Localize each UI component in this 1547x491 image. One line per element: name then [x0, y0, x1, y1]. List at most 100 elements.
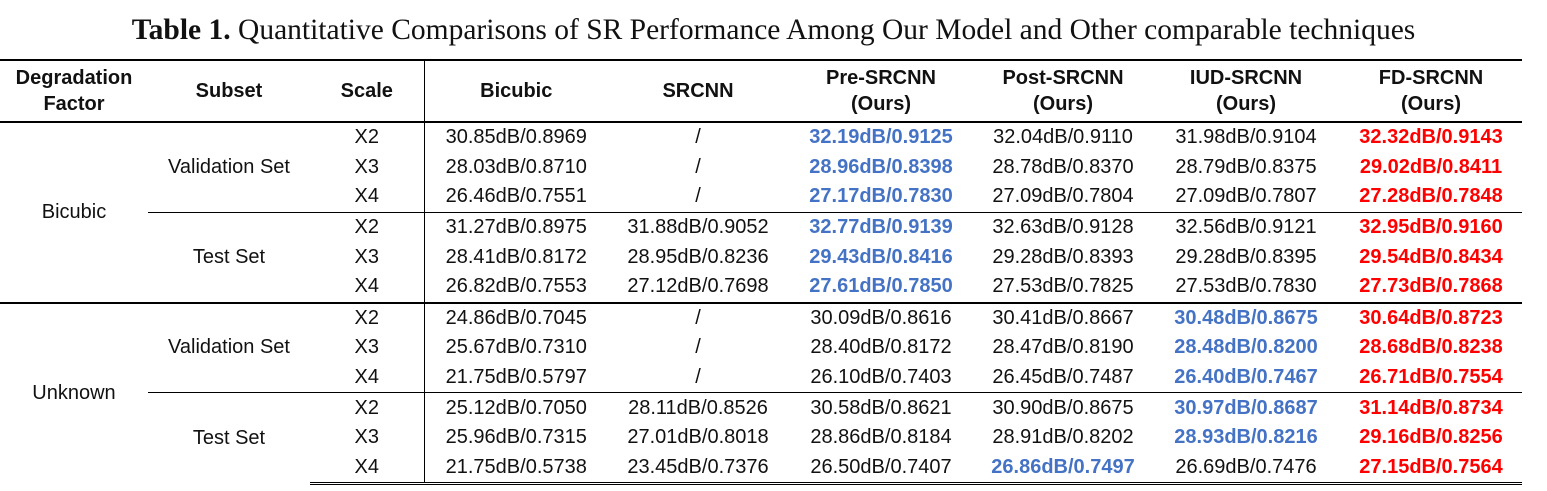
table-row: X3 25.67dB/0.7310 / 28.40dB/0.8172 28.47dB/0… — [0, 333, 1522, 363]
col-header-scale: Scale — [310, 59, 424, 123]
metric-cell: 27.12dB/0.7698 — [627, 275, 769, 298]
metric-cell: 28.68dB/0.8238 — [1359, 336, 1503, 359]
scale-cell: X2 — [354, 126, 379, 149]
metric-cell: 27.17dB/0.7830 — [809, 185, 953, 208]
table-row: X3 28.41dB/0.8172 28.95dB/0.8236 29.43dB/0.… — [0, 242, 1522, 272]
metric-cell: 21.75dB/0.5797 — [423, 362, 608, 393]
table-row: Unknown Validation Set X2 24.86dB/0.7045/30… — [0, 301, 1522, 484]
metric-cell: 27.53dB/0.7830 — [1175, 275, 1317, 298]
degradation-factor-cell: Unknown — [0, 301, 148, 484]
table-row: X4 21.75dB/0.5797 / 26.10dB/0.7403 26.45dB/0… — [0, 362, 1522, 393]
metric-cell: 31.27dB/0.8975 — [423, 211, 608, 243]
metric-cell: 28.41dB/0.8172 — [423, 242, 608, 272]
col-header-iud-srcnn: IUD-SRCNN (Ours) — [1152, 59, 1340, 123]
metric-cell: 32.56dB/0.9121 — [1152, 211, 1340, 243]
table-row: Test Set X2 25.12dB/0.7050 28.11dB/0.8526 30… — [0, 392, 1522, 484]
table-row: X3 28.03dB/0.8710 / 28.96dB/0.8398 28.78dB/0… — [0, 152, 1522, 183]
metric-cell: 32.95dB/0.9160 — [1340, 211, 1522, 243]
table-caption: Table 1. Quantitative Comparisons of SR … — [0, 12, 1547, 48]
metric-cell: 28.79dB/0.8375 — [1175, 155, 1317, 178]
metric-cell: 29.54dB/0.8434 — [1359, 245, 1503, 268]
degradation-factor-cell: Bicubic — [41, 200, 107, 223]
header-row: Degradation Factor Subset Scale Bicubic S… — [0, 59, 1522, 123]
metric-cell: 28.96dB/0.8398 — [809, 155, 953, 178]
metric-cell: 26.45dB/0.7487 — [992, 366, 1134, 389]
metric-cell: 31.14dB/0.8734 — [1340, 392, 1522, 423]
table-row: X4 26.82dB/0.7553 27.12dB/0.7698 27.61dB/0.… — [0, 271, 1522, 303]
metric-cell: 21.75dB/0.5738 — [423, 452, 608, 486]
metric-cell: 25.12dB/0.7050 — [423, 392, 608, 423]
results-table: Degradation Factor Subset Scale Bicubic S… — [0, 59, 1522, 486]
metric-cell: 30.58dB/0.8621 — [788, 392, 974, 423]
metric-cell: 27.09dB/0.7804 — [992, 185, 1134, 208]
subset-cell: Validation Set — [168, 155, 290, 178]
col-header-subset: Subset — [148, 59, 310, 123]
table-row: Test Set X2 31.27dB/0.8975 31.88dB/0.9052 32… — [0, 211, 1522, 303]
metric-cell: 28.48dB/0.8200 — [1174, 336, 1318, 359]
table-row: X4 21.75dB/0.5738 23.45dB/0.7376 26.50dB/0.… — [0, 452, 1522, 486]
metric-cell: 26.86dB/0.7497 — [974, 452, 1152, 486]
table-title: Quantitative Comparisons of SR Performan… — [238, 14, 1416, 46]
metric-cell: 29.02dB/0.8411 — [1359, 155, 1503, 178]
subset-cell: Test Set — [148, 211, 310, 303]
metric-cell: 28.40dB/0.8172 — [810, 336, 952, 359]
scale-cell: X4 — [354, 275, 379, 298]
metric-cell: 28.93dB/0.8216 — [1174, 426, 1318, 449]
metric-cell: 32.77dB/0.9139 — [788, 211, 974, 243]
metric-cell: 30.48dB/0.8675 — [1152, 301, 1340, 334]
table-label: Table 1. — [131, 14, 231, 46]
metric-cell: 25.67dB/0.7310 — [423, 333, 608, 363]
scale-cell: X2 — [310, 392, 424, 423]
metric-cell: 31.88dB/0.9052 — [608, 211, 788, 243]
col-header-bicubic: Bicubic — [423, 59, 608, 123]
metric-cell: 30.85dB/0.8969 — [423, 122, 608, 153]
metric-cell: 27.28dB/0.7848 — [1359, 185, 1503, 208]
scale-cell: X4 — [310, 452, 424, 486]
col-header-post-srcnn: Post-SRCNN (Ours) — [974, 59, 1152, 123]
metric-cell: 27.61dB/0.7850 — [809, 275, 953, 298]
subset-cell: Test Set — [148, 392, 310, 484]
scale-cell: X3 — [354, 336, 379, 359]
metric-cell: 24.86dB/0.7045 — [423, 301, 608, 334]
metric-cell: 26.50dB/0.7407 — [788, 452, 974, 486]
metric-cell: 32.32dB/0.9143 — [1359, 126, 1503, 149]
metric-cell: 27.73dB/0.7868 — [1359, 275, 1503, 298]
metric-cell: / — [695, 185, 701, 208]
metric-cell: 30.41dB/0.8667 — [974, 301, 1152, 334]
col-header-srcnn: SRCNN — [608, 59, 788, 123]
metric-cell: 30.97dB/0.8687 — [1152, 392, 1340, 423]
subset-cell: Validation Set — [148, 301, 310, 393]
scale-cell: X3 — [354, 426, 379, 449]
metric-cell: 27.53dB/0.7825 — [992, 275, 1134, 298]
metric-cell: 32.04dB/0.9110 — [993, 126, 1133, 149]
metric-cell: 31.98dB/0.9104 — [1175, 126, 1317, 149]
scale-cell: X3 — [354, 155, 379, 178]
metric-cell: 26.10dB/0.7403 — [810, 366, 952, 389]
metric-cell: 28.11dB/0.8526 — [608, 392, 788, 423]
metric-cell: 30.09dB/0.8616 — [788, 301, 974, 334]
metric-cell: 26.82dB/0.7553 — [423, 271, 608, 303]
metric-cell: 29.28dB/0.8395 — [1175, 245, 1317, 268]
metric-cell: 28.78dB/0.8370 — [992, 155, 1134, 178]
metric-cell: / — [695, 366, 701, 389]
table-row: X3 25.96dB/0.7315 27.01dB/0.8018 28.86dB/0.… — [0, 422, 1522, 453]
scale-cell: X4 — [354, 185, 379, 208]
metric-cell: / — [608, 301, 788, 334]
scale-cell: X2 — [310, 211, 424, 243]
col-header-degradation: Degradation Factor — [0, 59, 148, 123]
scale-cell: X2 — [310, 301, 424, 334]
metric-cell: 27.15dB/0.7564 — [1340, 452, 1522, 486]
metric-cell: 23.45dB/0.7376 — [608, 452, 788, 486]
metric-cell: 27.01dB/0.8018 — [627, 426, 769, 449]
metric-cell: 29.28dB/0.8393 — [992, 245, 1134, 268]
metric-cell: 29.16dB/0.8256 — [1359, 426, 1503, 449]
table-row: Bicubic Validation Set X2 30.85dB/0.8969 / 32… — [0, 122, 1522, 223]
metric-cell: 26.71dB/0.7554 — [1359, 366, 1503, 389]
metric-cell: / — [695, 336, 701, 359]
metric-cell: 25.96dB/0.7315 — [423, 422, 608, 453]
metric-cell: 29.43dB/0.8416 — [809, 245, 953, 268]
metric-cell: 32.19dB/0.9125 — [809, 126, 953, 149]
col-header-fd-srcnn: FD-SRCNN (Ours) — [1340, 59, 1522, 123]
metric-cell: 30.90dB/0.8675 — [974, 392, 1152, 423]
metric-cell: 26.46dB/0.7551 — [423, 182, 608, 213]
